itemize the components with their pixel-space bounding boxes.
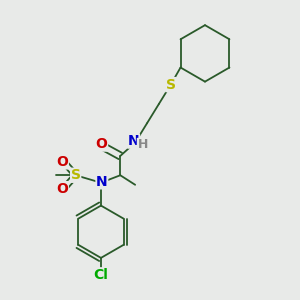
Text: S: S (166, 78, 176, 92)
Text: N: N (128, 134, 140, 148)
Text: S: S (71, 168, 81, 182)
Text: O: O (56, 182, 68, 196)
Text: N: N (96, 175, 108, 189)
Text: O: O (56, 155, 68, 169)
Text: O: O (96, 137, 107, 151)
Text: H: H (137, 138, 148, 152)
Text: Cl: Cl (94, 268, 108, 282)
